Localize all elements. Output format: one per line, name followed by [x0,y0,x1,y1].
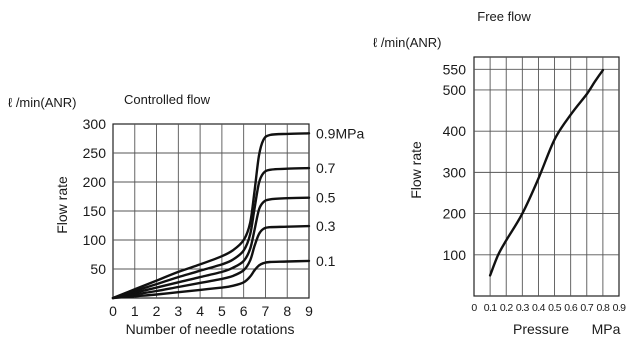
free-title: Free flow [477,9,531,24]
free-x-tick-label: 0.5 [548,302,562,314]
controlled-series-label: 0.5 [316,190,336,206]
free-x-tick-label: 0 [471,302,477,314]
free-y-tick-label: 200 [443,206,467,222]
controlled-y-tick-label: 100 [83,232,107,248]
free-y-tick-label: 500 [443,82,467,98]
controlled-title: Controlled flow [124,92,211,107]
controlled-grid [113,124,309,298]
free-y-tick-label: 100 [443,247,467,263]
free-y-tick-label: 400 [443,123,467,139]
controlled-flow-chart: ℓ /min(ANR) Controlled flow 300250200150… [8,92,364,337]
controlled-x-tick-label: 0 [109,303,117,319]
controlled-series-label: 0.1 [316,253,336,269]
free-x-tick-label: 0.7 [580,302,594,314]
free-x-tick-label: 0.1 [484,302,498,314]
controlled-x-tick-label: 1 [131,303,139,319]
controlled-y-tick-label: 200 [83,174,107,190]
controlled-series-label: 0.7 [316,160,336,176]
controlled-x-tick-label: 2 [153,303,161,319]
free-x-tick-label: 0.9 [613,302,627,314]
free-x-tick-label: 0.4 [532,302,546,314]
free-x-tick-label: 0.6 [564,302,578,314]
free-x-unit: MPa [592,321,621,337]
controlled-series-label: 0.9MPa [316,125,364,141]
free-x-ticks: 0 0.1 0.2 0.3 0.4 0.5 0.6 0.7 0.8 0.9 [471,302,626,314]
controlled-y-tick-label: 300 [83,116,107,132]
controlled-series: 0.9MPa 0.7 0.5 0.3 0.1 [113,125,364,298]
controlled-series-line [113,133,309,298]
free-y-tick-label: 300 [443,164,467,180]
free-flow-chart: Free flow ℓ /min(ANR) 550 500 400 300 200 100… [373,9,626,337]
free-xlabel: Pressure [513,321,569,337]
free-ylabel: Flow rate [408,141,424,199]
controlled-series-line [113,198,309,298]
controlled-x-tick-label: 3 [174,303,182,319]
controlled-x-tick-label: 6 [240,303,248,319]
controlled-y-tick-label: 150 [83,203,107,219]
controlled-x-tick-label: 5 [218,303,226,319]
controlled-y-tick-label: 50 [90,261,106,277]
free-x-tick-label: 0.2 [500,302,514,314]
controlled-y-tick-label: 250 [83,145,107,161]
controlled-x-tick-label: 8 [283,303,291,319]
controlled-unit-label: ℓ /min(ANR) [8,95,76,110]
controlled-x-tick-label: 9 [305,303,313,319]
controlled-y-ticks: 300 250 200 150 100 50 [83,116,107,277]
free-unit-label: ℓ /min(ANR) [373,35,441,50]
free-x-tick-label: 0.3 [516,302,530,314]
controlled-ylabel: Flow rate [54,176,70,234]
controlled-x-tick-label: 4 [196,303,204,319]
free-y-tick-label: 550 [443,61,467,77]
controlled-series-line [113,168,309,298]
controlled-x-tick-label: 7 [262,303,270,319]
free-y-ticks: 550 500 400 300 200 100 [443,61,467,262]
free-x-tick-label: 0.8 [596,302,610,314]
controlled-series-label: 0.3 [316,218,336,234]
controlled-xlabel: Number of needle rotations [126,321,295,337]
